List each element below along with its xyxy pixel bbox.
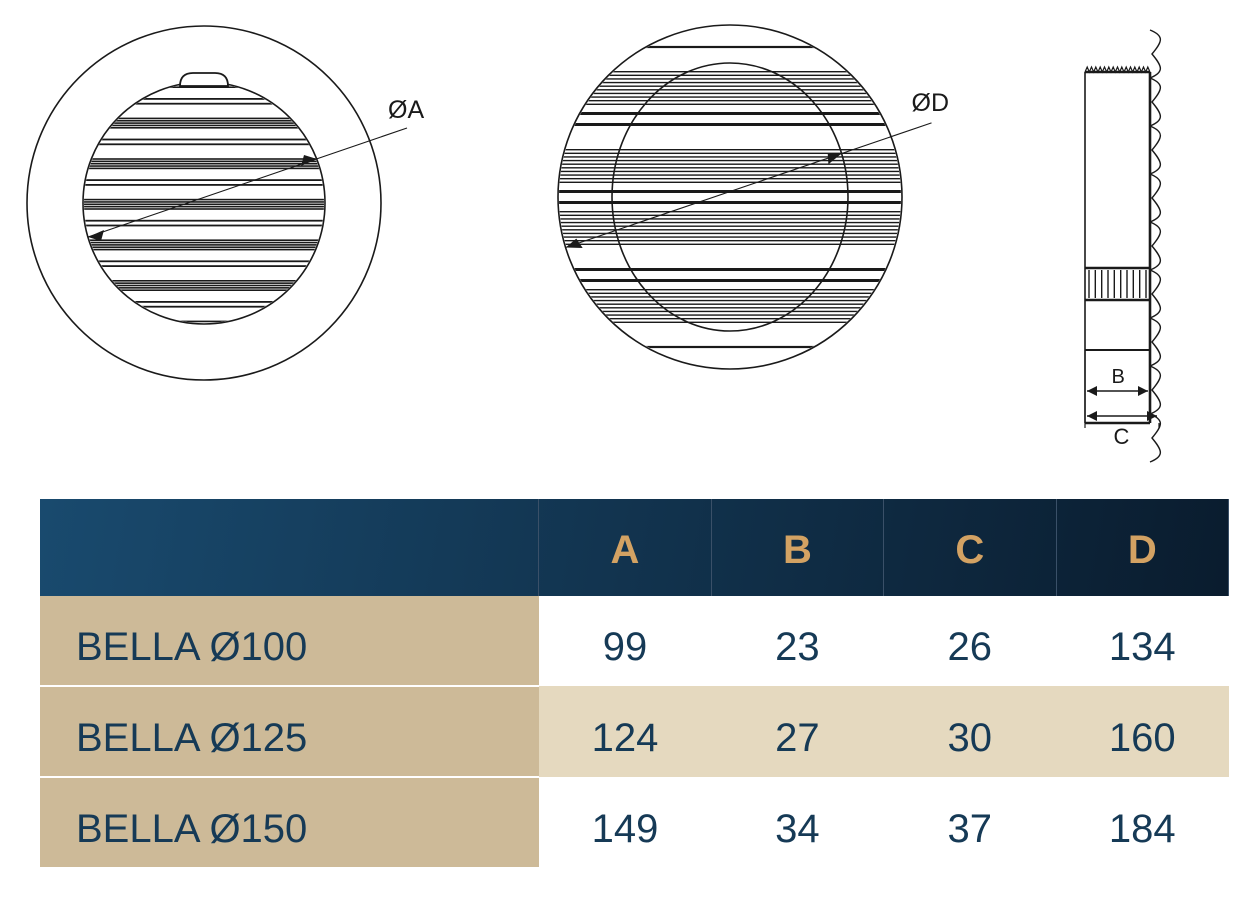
svg-text:B: B	[1112, 366, 1125, 388]
svg-text:ØD: ØD	[912, 89, 950, 117]
svg-text:C: C	[1114, 424, 1130, 449]
svg-text:ØA: ØA	[388, 96, 424, 124]
